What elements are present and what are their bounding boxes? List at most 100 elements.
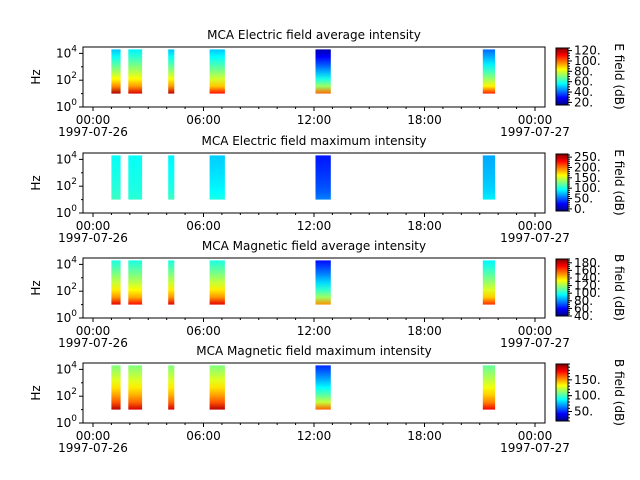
colorbar-label: E field (dB) <box>612 149 626 215</box>
spectrogram-block <box>168 365 175 410</box>
y-tick-label: 104 <box>56 255 77 271</box>
x-tick-label: 12:00 <box>297 429 332 443</box>
colorbar <box>555 363 569 422</box>
colorbar-tick-label: 60. <box>574 75 593 89</box>
spectrogram-block <box>209 260 225 305</box>
x-tick-label: 06:00 <box>186 219 221 233</box>
spectrogram-block <box>128 155 143 200</box>
x-tick-label: 06:00 <box>186 324 221 338</box>
plot-frame <box>82 46 546 108</box>
y-tick-label: 102 <box>56 177 77 193</box>
colorbar-tick-label: 200. <box>574 160 601 174</box>
colorbar <box>555 153 569 212</box>
spectrogram-block <box>315 365 331 410</box>
x-tick-label: 00:00 <box>76 324 111 338</box>
panel-title: MCA Magnetic field average intensity <box>202 239 426 253</box>
x-date-label: 1997-07-27 <box>500 125 570 139</box>
x-tick-label: 06:00 <box>186 429 221 443</box>
y-axis-label: Hz <box>29 175 43 190</box>
colorbar-tick-label: 0. <box>574 202 585 216</box>
y-tick-label: 104 <box>56 150 77 166</box>
panel-title: MCA Magnetic field maximum intensity <box>196 344 432 358</box>
plot-frame <box>82 257 546 319</box>
x-date-label: 1997-07-26 <box>58 231 128 245</box>
x-tick-label: 00:00 <box>76 429 111 443</box>
x-tick-label: 18:00 <box>407 324 442 338</box>
colorbar-tick-label: 250. <box>574 150 601 164</box>
colorbar-label: B field (dB) <box>612 254 626 321</box>
spectrogram-block <box>315 49 331 94</box>
spectrogram-block <box>209 155 225 200</box>
colorbar-tick-label: 80. <box>574 294 593 308</box>
spectrogram-block <box>168 155 175 200</box>
panel-title: MCA Electric field average intensity <box>207 28 421 42</box>
colorbar-tick-label: 80. <box>574 64 593 78</box>
x-tick-label: 06:00 <box>186 113 221 127</box>
x-tick-label: 12:00 <box>297 324 332 338</box>
y-tick-label: 102 <box>56 71 77 87</box>
colorbar-tick-label: 100. <box>574 286 601 300</box>
y-axis-label: Hz <box>29 280 43 295</box>
colorbar-tick-label: 40. <box>574 85 593 99</box>
y-tick-label: 102 <box>56 282 77 298</box>
x-tick-label: 00:00 <box>518 113 553 127</box>
spectrogram-block <box>482 49 496 94</box>
panel-2: MCA Electric field maximum intensity Hz 10… <box>29 134 626 245</box>
x-tick-label: 00:00 <box>76 219 111 233</box>
y-tick-label: 100 <box>56 414 77 430</box>
spectrogram-block <box>315 260 331 305</box>
x-tick-label: 00:00 <box>518 324 553 338</box>
panel-4: MCA Magnetic field maximum intensity Hz 10… <box>29 344 626 455</box>
colorbar-tick-label: 150. <box>574 171 601 185</box>
colorbar-tick-label: 100. <box>574 54 601 68</box>
y-tick-label: 100 <box>56 98 77 114</box>
x-date-label: 1997-07-27 <box>500 336 570 350</box>
panel-title: MCA Electric field maximum intensity <box>201 134 426 148</box>
y-tick-label: 104 <box>56 44 77 60</box>
colorbar-tick-label: 120. <box>574 44 601 58</box>
colorbar-tick-label: 100. <box>574 389 601 403</box>
y-axis-label: Hz <box>29 69 43 84</box>
plot-frame <box>82 362 546 424</box>
spectrogram-block <box>111 49 121 94</box>
x-tick-label: 12:00 <box>297 113 332 127</box>
colorbar-tick-label: 60. <box>574 301 593 315</box>
spectrogram-block <box>111 260 121 305</box>
spectrogram-block <box>128 49 143 94</box>
x-date-label: 1997-07-27 <box>500 231 570 245</box>
colorbar-label: B field (dB) <box>612 359 626 426</box>
panel-3: MCA Magnetic field average intensity Hz 10… <box>29 239 626 350</box>
colorbar-label: E field (dB) <box>612 43 626 109</box>
y-tick-label: 100 <box>56 204 77 220</box>
plot-frame <box>82 152 546 214</box>
y-tick-label: 102 <box>56 387 77 403</box>
y-axis-label: Hz <box>29 385 43 400</box>
x-tick-label: 00:00 <box>518 219 553 233</box>
colorbar-tick-label: 140. <box>574 271 601 285</box>
x-date-label: 1997-07-27 <box>500 441 570 455</box>
spectrogram-block <box>168 49 175 94</box>
x-tick-label: 12:00 <box>297 219 332 233</box>
x-tick-label: 18:00 <box>407 113 442 127</box>
spectrogram-block <box>168 260 175 305</box>
spectrogram-block <box>482 365 496 410</box>
colorbar-tick-label: 20. <box>574 95 593 109</box>
x-tick-label: 18:00 <box>407 219 442 233</box>
x-tick-label: 18:00 <box>407 429 442 443</box>
spectrogram-block <box>209 365 225 410</box>
x-tick-label: 00:00 <box>76 113 111 127</box>
x-date-label: 1997-07-26 <box>58 125 128 139</box>
colorbar <box>555 258 569 317</box>
x-date-label: 1997-07-26 <box>58 441 128 455</box>
colorbar-tick-label: 180. <box>574 256 601 270</box>
y-tick-label: 104 <box>56 360 77 376</box>
colorbar-tick-label: 100. <box>574 181 601 195</box>
spectrogram-block <box>128 365 143 410</box>
spectrogram-block <box>482 260 496 305</box>
colorbar-tick-label: 50. <box>574 192 593 206</box>
colorbar-tick-label: 150. <box>574 373 601 387</box>
x-tick-label: 00:00 <box>518 429 553 443</box>
spectrogram-block <box>209 49 225 94</box>
spectrogram-block <box>315 155 331 200</box>
